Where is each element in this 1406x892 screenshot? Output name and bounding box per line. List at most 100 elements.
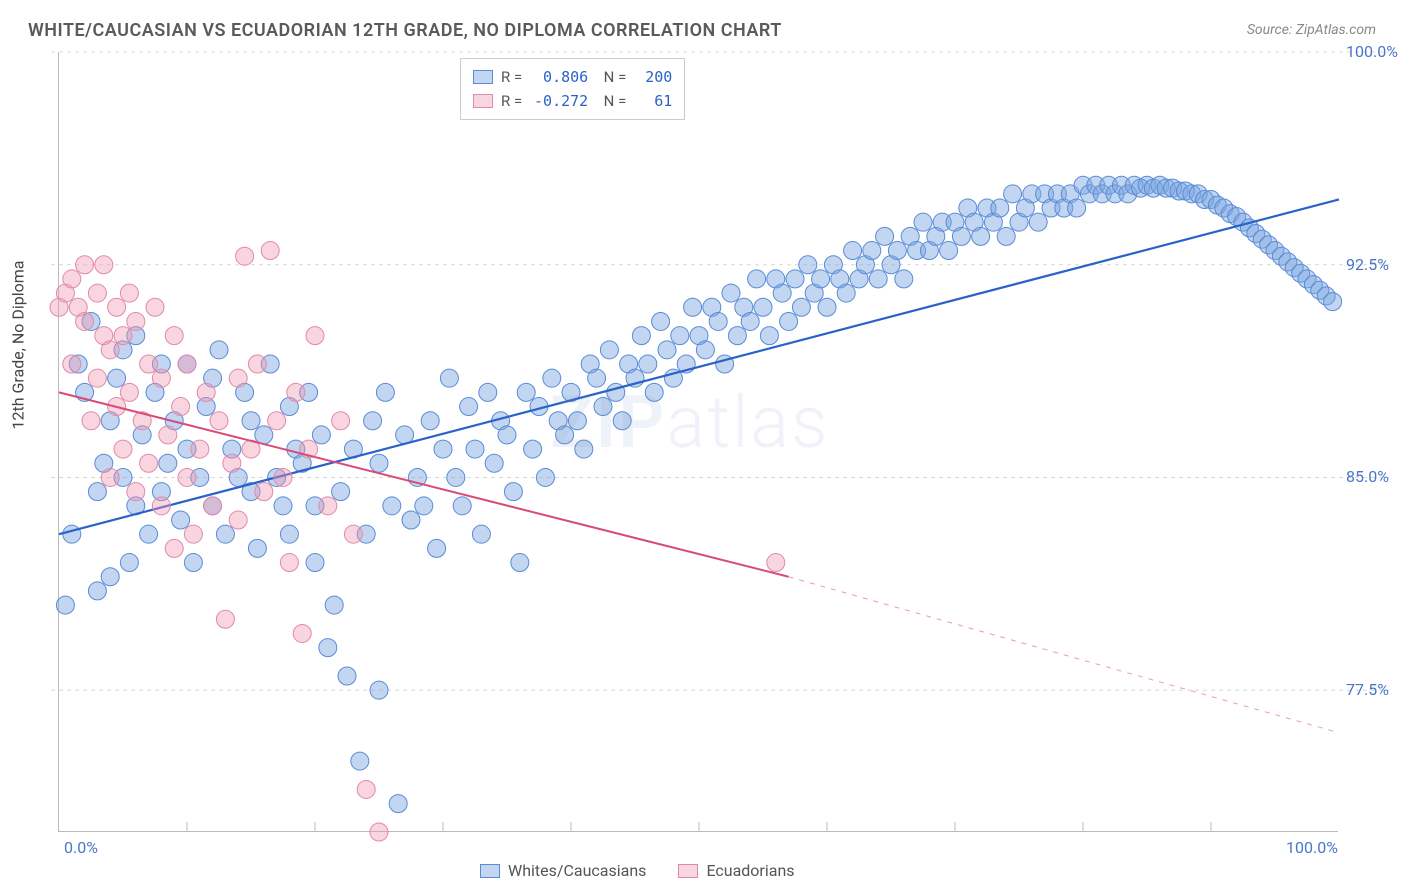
scatter-point	[773, 284, 791, 302]
scatter-point	[95, 256, 113, 274]
scatter-point	[127, 483, 145, 501]
scatter-point	[255, 426, 273, 444]
scatter-point	[863, 242, 881, 260]
scatter-point	[319, 497, 337, 515]
legend-swatch	[678, 864, 698, 878]
scatter-point	[140, 355, 158, 373]
scatter-point	[159, 454, 177, 472]
scatter-point	[191, 440, 209, 458]
scatter-point	[56, 596, 74, 614]
scatter-point	[447, 468, 465, 486]
scatter-point	[325, 596, 343, 614]
scatter-point	[658, 341, 676, 359]
scatter-point	[895, 270, 913, 288]
scatter-point	[370, 454, 388, 472]
legend-n-label: N =	[596, 65, 626, 89]
scatter-point	[876, 227, 894, 245]
scatter-point	[453, 497, 471, 515]
scatter-point	[172, 511, 190, 529]
scatter-point	[140, 454, 158, 472]
scatter-point	[197, 383, 215, 401]
scatter-point	[184, 554, 202, 572]
scatter-point	[63, 270, 81, 288]
scatter-point	[575, 440, 593, 458]
scatter-point	[1068, 199, 1086, 217]
legend-n-value: 61	[634, 89, 672, 113]
scatter-point	[780, 312, 798, 330]
scatter-point	[319, 639, 337, 657]
scatter-point	[370, 681, 388, 699]
legend-series: Whites/CaucasiansEcuadorians	[480, 861, 795, 880]
scatter-point	[236, 247, 254, 265]
y-tick-label: 77.5%	[1346, 680, 1389, 699]
legend-label: Ecuadorians	[706, 861, 794, 880]
scatter-point	[402, 511, 420, 529]
scatter-point	[991, 199, 1009, 217]
scatter-point	[613, 412, 631, 430]
scatter-point	[159, 426, 177, 444]
scatter-point	[274, 468, 292, 486]
legend-r-label: R =	[501, 65, 522, 89]
legend-n-value: 200	[634, 65, 672, 89]
legend-item: Ecuadorians	[678, 861, 794, 880]
scatter-point	[287, 383, 305, 401]
scatter-point	[76, 312, 94, 330]
scatter-point	[498, 426, 516, 444]
scatter-point	[101, 341, 119, 359]
y-tick-label: 85.0%	[1346, 467, 1389, 486]
scatter-point	[88, 369, 106, 387]
scatter-point	[479, 383, 497, 401]
chart-svg	[59, 52, 1339, 832]
scatter-point	[255, 483, 273, 501]
legend-swatch	[473, 70, 493, 84]
scatter-point	[82, 412, 100, 430]
scatter-point	[511, 554, 529, 572]
scatter-point	[728, 327, 746, 345]
scatter-point	[261, 242, 279, 260]
y-axis-label: 12th Grade, No Diploma	[9, 261, 28, 430]
legend-row: R =-0.272 N =61	[473, 89, 672, 113]
scatter-point	[248, 355, 266, 373]
scatter-point	[101, 468, 119, 486]
scatter-point	[76, 256, 94, 274]
source-label: Source: ZipAtlas.com	[1247, 22, 1376, 38]
scatter-point	[184, 525, 202, 543]
scatter-point	[344, 525, 362, 543]
scatter-point	[216, 610, 234, 628]
scatter-point	[568, 412, 586, 430]
legend-r-label: R =	[501, 89, 522, 113]
scatter-point	[472, 525, 490, 543]
scatter-point	[120, 554, 138, 572]
scatter-point	[760, 327, 778, 345]
scatter-point	[869, 270, 887, 288]
scatter-point	[1324, 293, 1342, 311]
legend-swatch	[480, 864, 500, 878]
scatter-point	[223, 454, 241, 472]
scatter-point	[536, 468, 554, 486]
scatter-point	[63, 355, 81, 373]
scatter-point	[792, 298, 810, 316]
scatter-point	[376, 383, 394, 401]
scatter-point	[460, 398, 478, 416]
scatter-point	[952, 227, 970, 245]
scatter-point	[178, 468, 196, 486]
scatter-point	[248, 539, 266, 557]
scatter-point	[428, 539, 446, 557]
scatter-point	[639, 355, 657, 373]
scatter-point	[504, 483, 522, 501]
scatter-point	[370, 823, 388, 841]
scatter-point	[280, 554, 298, 572]
plot-area	[58, 52, 1338, 832]
scatter-point	[888, 242, 906, 260]
scatter-point	[652, 312, 670, 330]
scatter-point	[332, 483, 350, 501]
scatter-point	[696, 341, 714, 359]
scatter-point	[332, 412, 350, 430]
legend-swatch	[473, 94, 493, 108]
scatter-point	[268, 412, 286, 430]
scatter-point	[280, 525, 298, 543]
scatter-point	[799, 256, 817, 274]
scatter-point	[914, 213, 932, 231]
scatter-point	[524, 440, 542, 458]
scatter-point	[818, 298, 836, 316]
